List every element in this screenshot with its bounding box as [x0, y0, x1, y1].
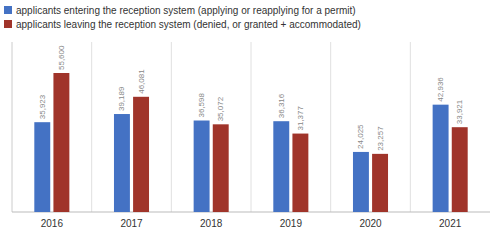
y-axis-line	[12, 42, 13, 212]
data-label: 36,598	[197, 92, 206, 117]
group-separator	[91, 42, 92, 212]
group-separator	[171, 42, 172, 212]
legend-swatch	[4, 20, 12, 28]
bar	[114, 114, 130, 212]
bar	[34, 122, 50, 212]
data-label: 42,936	[436, 77, 445, 102]
data-label: 55,600	[57, 45, 66, 70]
x-tick-label: 2016	[41, 218, 64, 229]
data-label: 46,081	[137, 69, 146, 94]
legend: applicants entering the reception system…	[4, 5, 361, 30]
bars	[34, 73, 467, 212]
bar	[194, 121, 210, 212]
chart: 35,923 39,189 36,598 36,316 24,025 42,936 55,6…	[0, 0, 500, 236]
x-tick-label: 2017	[120, 218, 143, 229]
bar	[53, 73, 69, 212]
chart-container: 35,923 39,189 36,598 36,316 24,025 42,936 55,6…	[0, 0, 500, 236]
data-label: 35,072	[216, 96, 225, 121]
group-separator	[410, 42, 411, 212]
bar	[273, 121, 289, 212]
bar	[433, 105, 449, 212]
x-tick-label: 2020	[359, 218, 382, 229]
legend-label: applicants entering the reception system…	[16, 5, 356, 16]
bar	[353, 152, 369, 212]
bar	[452, 127, 468, 212]
x-tick-label: 2019	[280, 218, 303, 229]
bar	[292, 134, 308, 212]
group-separator	[330, 42, 331, 212]
data-label: 33,921	[455, 99, 464, 124]
data-label: 31,377	[296, 106, 305, 131]
x-tick-label: 2018	[200, 218, 223, 229]
data-labels: 35,923 39,189 36,598 36,316 24,025 42,936 55,6…	[38, 45, 464, 151]
data-label: 24,025	[356, 124, 365, 149]
legend-swatch	[4, 6, 12, 14]
bar	[133, 97, 149, 212]
x-axis-line	[12, 212, 490, 213]
bar	[372, 154, 388, 212]
group-separator	[251, 42, 252, 212]
data-label: 35,923	[38, 94, 47, 119]
bar	[213, 124, 229, 212]
data-label: 36,316	[277, 93, 286, 118]
x-tick-label: 2021	[439, 218, 462, 229]
data-label: 23,257	[376, 126, 385, 151]
legend-label: applicants leaving the reception system …	[16, 19, 361, 30]
data-label: 39,189	[117, 86, 126, 111]
